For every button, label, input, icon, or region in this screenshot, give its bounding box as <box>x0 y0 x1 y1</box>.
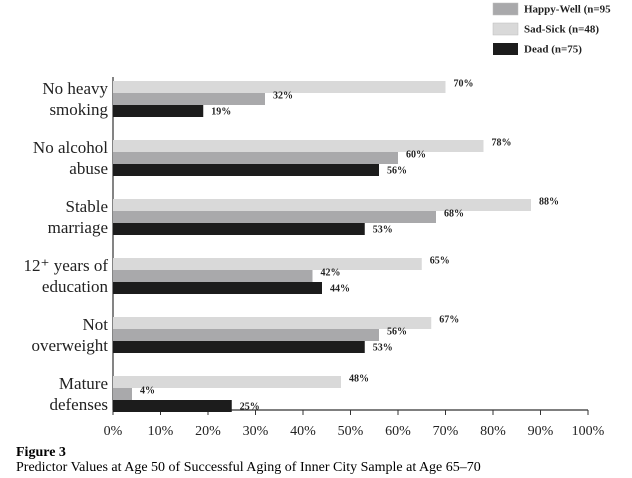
value-label: 25% <box>240 401 260 412</box>
figure-caption: Predictor Values at Age 50 of Successful… <box>16 460 481 475</box>
bar <box>113 223 365 235</box>
legend-swatch <box>492 22 519 36</box>
value-label: 56% <box>387 165 407 176</box>
value-label: 44% <box>330 283 350 294</box>
x-tick-label: 90% <box>528 424 554 439</box>
value-label: 19% <box>211 106 231 117</box>
bar <box>113 341 365 353</box>
bar <box>113 81 446 93</box>
value-label: 78% <box>492 137 512 148</box>
x-tick-label: 40% <box>290 424 316 439</box>
x-tick-label: 100% <box>572 424 605 439</box>
bar <box>113 164 379 176</box>
category-label: No heavy smoking <box>42 79 108 119</box>
category-label: Stable marriage <box>47 197 108 237</box>
x-tick-label: 50% <box>338 424 364 439</box>
x-tick-label: 0% <box>104 424 123 439</box>
bar <box>113 140 484 152</box>
x-tick-label: 80% <box>480 424 506 439</box>
bar <box>113 258 422 270</box>
x-tick-label: 30% <box>243 424 269 439</box>
bar <box>113 152 398 164</box>
value-label: 56% <box>387 326 407 337</box>
value-label: 42% <box>321 267 341 278</box>
x-tick-label: 10% <box>148 424 174 439</box>
bar <box>113 400 232 412</box>
bar <box>113 270 313 282</box>
bar <box>113 105 204 117</box>
value-label: 32% <box>273 90 293 101</box>
value-label: 88% <box>539 196 559 207</box>
value-label: 67% <box>439 314 459 325</box>
category-label: Not overweight <box>31 315 108 355</box>
x-tick-label: 60% <box>385 424 411 439</box>
legend-label: Happy-Well (n=95 <box>524 4 611 16</box>
value-label: 68% <box>444 208 464 219</box>
category-label: Mature defenses <box>49 374 108 414</box>
bar <box>113 329 379 341</box>
bar <box>113 199 531 211</box>
legend-label: Dead (n=75) <box>524 44 582 56</box>
value-label: 60% <box>406 149 426 160</box>
value-label: 53% <box>373 224 393 235</box>
legend-swatch <box>493 43 518 55</box>
legend-label: Sad-Sick (n=48) <box>524 24 599 36</box>
value-label: 53% <box>373 342 393 353</box>
bar <box>113 317 432 329</box>
bar <box>113 376 341 388</box>
legend-swatch <box>492 2 519 16</box>
category-label: No alcohol abuse <box>32 138 108 178</box>
value-label: 48% <box>349 373 369 384</box>
x-tick-label: 20% <box>195 424 221 439</box>
figure-title: Figure 3 <box>16 445 66 460</box>
value-label: 4% <box>140 385 155 396</box>
bar <box>113 388 132 400</box>
bar <box>113 211 436 223</box>
category-label: 12⁺ years of education <box>23 256 108 296</box>
bar <box>113 282 322 294</box>
bar <box>113 93 265 105</box>
value-label: 65% <box>430 255 450 266</box>
x-tick-label: 70% <box>433 424 459 439</box>
value-label: 70% <box>454 78 474 89</box>
